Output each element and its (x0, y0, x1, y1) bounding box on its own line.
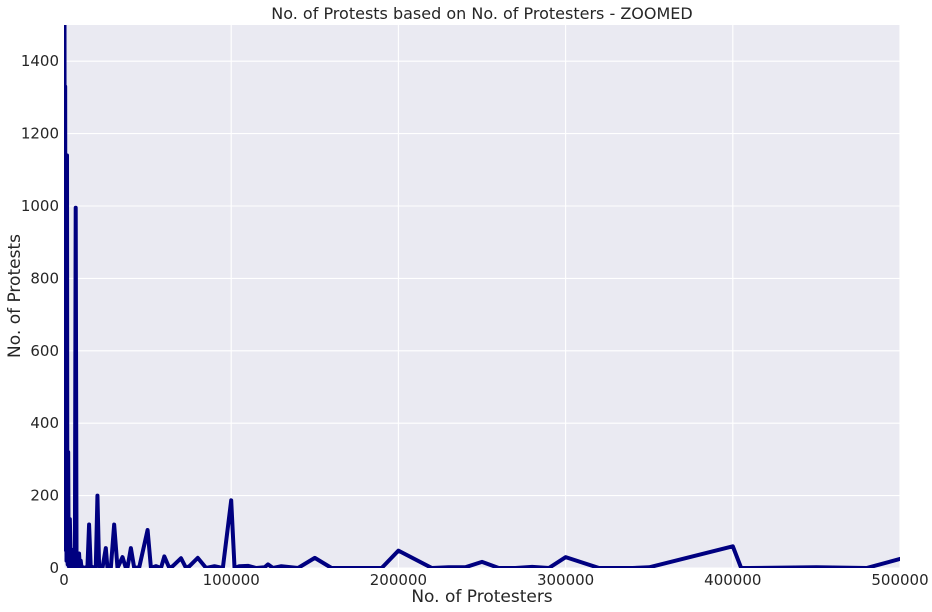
grid-lines (63, 25, 901, 569)
y-axis-label: No. of Protests (5, 234, 25, 358)
y-tick-label: 1400 (21, 52, 59, 70)
plot-area (64, 25, 900, 568)
x-tick-label: 0 (59, 571, 69, 589)
chart-title: No. of Protests based on No. of Proteste… (271, 4, 692, 23)
y-tick-label: 400 (30, 414, 59, 432)
y-tick-labels: 0 200 400 600 800 1000 1200 1400 (21, 52, 59, 577)
x-tick-label: 500000 (871, 571, 928, 589)
y-tick-label: 0 (49, 559, 59, 577)
y-tick-label: 1000 (21, 197, 59, 215)
series-line (64, 25, 900, 568)
x-tick-label: 400000 (704, 571, 761, 589)
y-tick-label: 1200 (21, 125, 59, 143)
x-tick-labels: 0 100000 200000 300000 400000 500000 (59, 571, 928, 589)
y-tick-label: 200 (30, 487, 59, 505)
x-tick-label: 200000 (370, 571, 427, 589)
x-tick-label: 100000 (203, 571, 260, 589)
x-axis-label: No. of Protesters (411, 587, 552, 607)
series-layer (64, 25, 900, 568)
y-tick-label: 600 (30, 342, 59, 360)
x-tick-label: 300000 (537, 571, 594, 589)
y-tick-label: 800 (30, 269, 59, 287)
